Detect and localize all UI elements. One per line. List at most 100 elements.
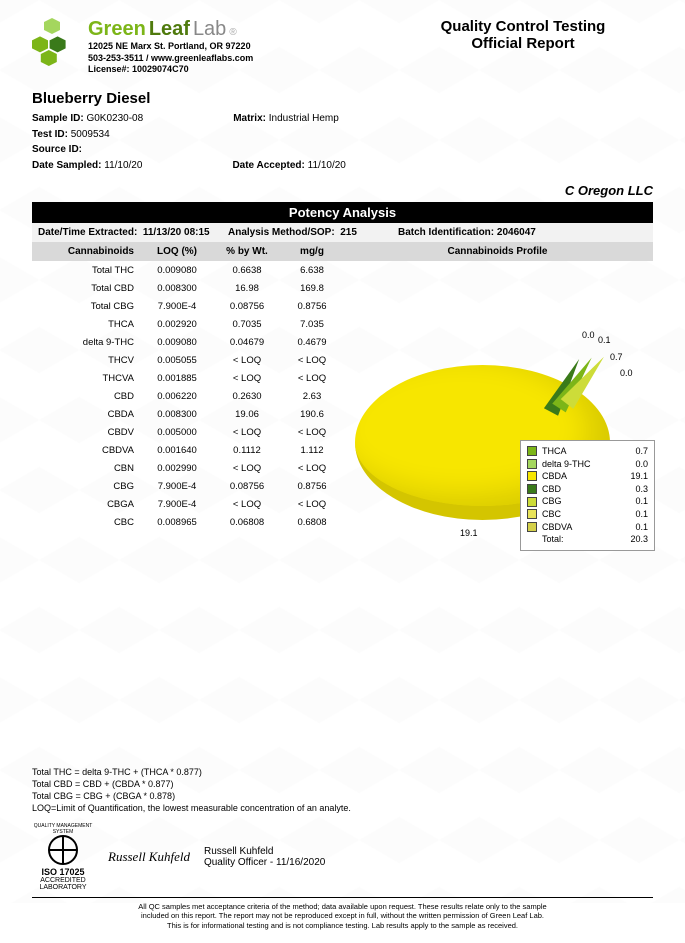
legend-label: CBDVA	[542, 521, 630, 534]
legend-label: THCA	[542, 445, 630, 458]
matrix-label: Matrix:	[233, 113, 266, 124]
legend-label: CBC	[542, 508, 630, 521]
sample-block: Blueberry Diesel Sample ID: G0K0230-08 M…	[32, 90, 653, 173]
cell-wt: 0.2630	[212, 391, 282, 402]
col-profile: Cannabinoids Profile	[342, 246, 653, 257]
legend-value: 0.1	[635, 508, 648, 521]
test-id: 5009534	[71, 129, 110, 140]
col-loq: LOQ (%)	[142, 246, 212, 257]
analysis-meta-row: Date/Time Extracted: 11/13/20 08:15 Anal…	[32, 223, 653, 242]
header: Green Leaf Lab ® 12025 NE Marx St. Portl…	[32, 18, 653, 76]
cell-loq: 0.005000	[142, 427, 212, 438]
logo-icon	[32, 18, 80, 66]
cell-wt: 0.1112	[212, 445, 282, 456]
cell-wt: < LOQ	[212, 463, 282, 474]
sample-row-1: Sample ID: G0K0230-08 Matrix: Industrial…	[32, 111, 653, 127]
source-id-label: Source ID:	[32, 144, 82, 155]
legend-item: CBDA19.1	[527, 470, 648, 483]
disclaimer-3: This is for informational testing and is…	[32, 921, 653, 931]
iso-system-text: QUALITY MANAGEMENT SYSTEM	[32, 823, 94, 835]
page: Green Leaf Lab ® 12025 NE Marx St. Portl…	[0, 0, 685, 943]
legend-item: CBD 0.3	[527, 483, 648, 496]
date-sampled-label: Date Sampled:	[32, 160, 101, 171]
footnote-2: Total CBD = CBD + (CBDA * 0.877)	[32, 778, 653, 790]
date-accepted: 11/10/20	[308, 160, 346, 171]
chart-legend: THCA0.7delta 9-THC0.0CBDA19.1CBD0.3CBG0.…	[520, 440, 655, 551]
legend-swatch	[527, 471, 537, 481]
brand-word-lab: Lab	[193, 18, 226, 41]
cell-name: CBG	[32, 481, 142, 492]
cell-mg: 0.8756	[282, 301, 342, 312]
cell-wt: < LOQ	[212, 373, 282, 384]
cell-mg: 6.638	[282, 265, 342, 276]
table-row: Total CBD0.00830016.98169.8	[32, 279, 653, 297]
brand-name: Green Leaf Lab ®	[88, 18, 253, 41]
cell-wt: 0.7035	[212, 319, 282, 330]
pie-label-big: 19.1	[460, 528, 478, 538]
legend-value: 20.3	[630, 533, 648, 546]
report-title-line1: Quality Control Testing	[393, 18, 653, 35]
cell-mg: 0.8756	[282, 481, 342, 492]
table-row: Total THC0.0090800.66386.638	[32, 261, 653, 279]
iso-accredited: ACCREDITED LABORATORY	[32, 877, 94, 891]
legend-swatch	[527, 509, 537, 519]
cell-mg: 169.8	[282, 283, 342, 294]
report-title: Quality Control Testing Official Report	[393, 18, 653, 52]
legend-item: CBC 0.1	[527, 508, 648, 521]
officer-title: Quality Officer - 11/16/2020	[204, 857, 325, 868]
pie-label-s1: 0.1	[598, 335, 611, 345]
test-id-label: Test ID:	[32, 129, 68, 140]
cell-wt: 0.06808	[212, 517, 282, 528]
date-accepted-label: Date Accepted:	[232, 160, 304, 171]
cell-name: CBDV	[32, 427, 142, 438]
disclaimer-1: All QC samples met acceptance criteria o…	[32, 902, 653, 912]
iso-number: ISO 17025	[32, 867, 94, 877]
legend-label: CBD	[542, 483, 630, 496]
legend-value: 0.0	[635, 458, 648, 471]
cell-wt: 19.06	[212, 409, 282, 420]
cell-name: Total CBD	[32, 283, 142, 294]
cell-wt: 16.98	[212, 283, 282, 294]
legend-value: 0.1	[635, 495, 648, 508]
cell-loq: 7.900E-4	[142, 499, 212, 510]
cell-mg: 190.6	[282, 409, 342, 420]
cell-name: Total THC	[32, 265, 142, 276]
cell-mg: < LOQ	[282, 355, 342, 366]
brand-text: Green Leaf Lab ® 12025 NE Marx St. Portl…	[88, 18, 253, 76]
cell-name: CBC	[32, 517, 142, 528]
cell-mg: < LOQ	[282, 373, 342, 384]
cell-loq: 0.001885	[142, 373, 212, 384]
legend-swatch	[527, 484, 537, 494]
col-mg: mg/g	[282, 246, 342, 257]
cell-wt: 0.08756	[212, 481, 282, 492]
section-title-bar: Potency Analysis	[32, 202, 653, 223]
legend-swatch	[527, 497, 537, 507]
method-value: 215	[340, 227, 357, 238]
cell-loq: 0.008965	[142, 517, 212, 528]
legend-item: delta 9-THC 0.0	[527, 458, 648, 471]
cell-name: CBGA	[32, 499, 142, 510]
registered-mark: ®	[229, 27, 236, 38]
legend-swatch	[527, 522, 537, 532]
legend-value: 0.3	[635, 483, 648, 496]
cell-wt: < LOQ	[212, 427, 282, 438]
cell-name: THCA	[32, 319, 142, 330]
col-wt: % by Wt.	[212, 246, 282, 257]
cell-loq: 7.900E-4	[142, 301, 212, 312]
brand-license: License#: 10029074C70	[88, 64, 253, 76]
report-title-line2: Official Report	[393, 35, 653, 52]
sample-id-label: Sample ID:	[32, 113, 84, 124]
client-name: C Oregon LLC	[32, 183, 653, 198]
brand-address: 12025 NE Marx St. Portland, OR 97220	[88, 41, 253, 53]
date-sampled: 11/10/20	[104, 160, 142, 171]
iso-badge: QUALITY MANAGEMENT SYSTEM ISO 17025 ACCR…	[32, 823, 94, 891]
matrix-value: Industrial Hemp	[269, 113, 339, 124]
footnotes: Total THC = delta 9-THC + (THCA * 0.877)…	[32, 766, 653, 815]
extracted-value: 11/13/20 08:15	[143, 227, 210, 238]
cell-mg: < LOQ	[282, 499, 342, 510]
cell-name: CBD	[32, 391, 142, 402]
legend-label: delta 9-THC	[542, 458, 630, 471]
cell-loq: 0.002920	[142, 319, 212, 330]
legend-value: 19.1	[630, 470, 648, 483]
pie-chart: 19.1 0.0 0.1 0.7 0.0 THCA0.7delta 9-THC0…	[345, 310, 655, 590]
